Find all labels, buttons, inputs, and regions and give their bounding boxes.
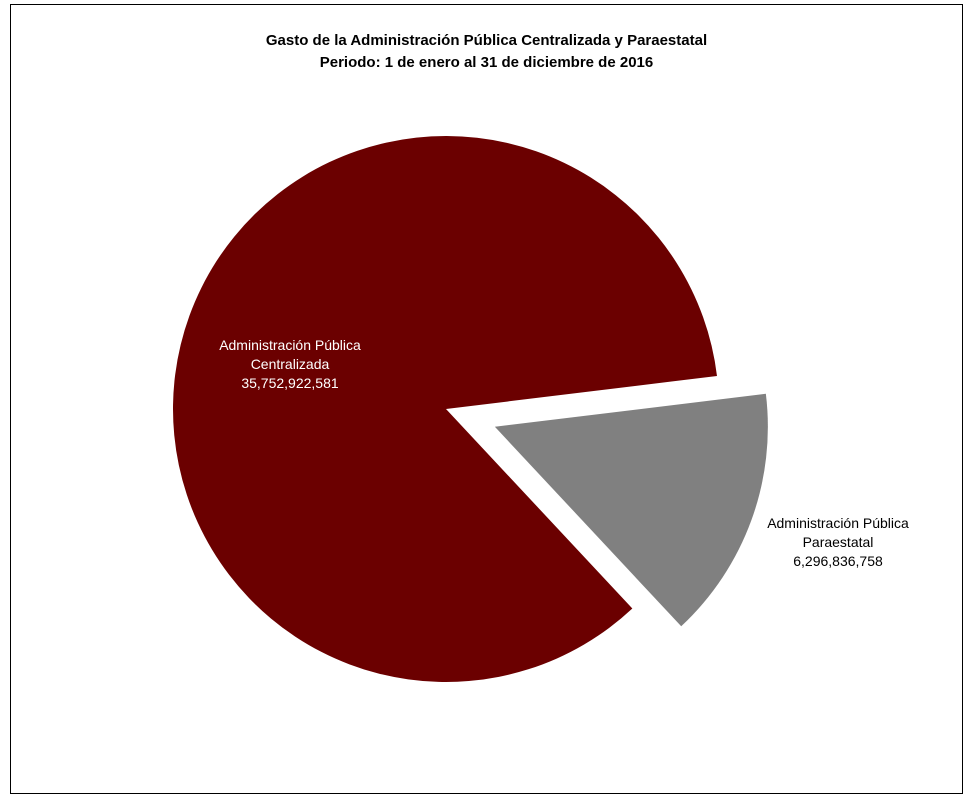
pie-chart: Administración Pública Centralizada 35,752… [173,135,909,682]
slice-name-line-0: Centralizada [251,356,330,372]
slice-value-label-0: 35,752,922,581 [241,375,339,391]
pie-slice-1 [494,393,768,627]
slice-name-line-1: Administración Pública [767,515,909,531]
slice-name-line-1: Paraestatal [803,534,874,550]
slice-label-1: Administración Pública Paraestatal 6,296,8… [767,515,909,569]
chart-subtitle: Periodo: 1 de enero al 31 de diciembre d… [319,54,654,71]
chart-title: Gasto de la Administración Pública Centr… [265,32,708,49]
slice-label-0: Administración Pública Centralizada 35,752… [219,337,361,391]
slice-value-label-1: 6,296,836,758 [793,553,883,569]
pie-slice-0 [173,135,717,682]
chart-title-block: Gasto de la Administración Pública Centr… [0,30,973,74]
slice-name-line-0: Administración Pública [219,337,361,353]
